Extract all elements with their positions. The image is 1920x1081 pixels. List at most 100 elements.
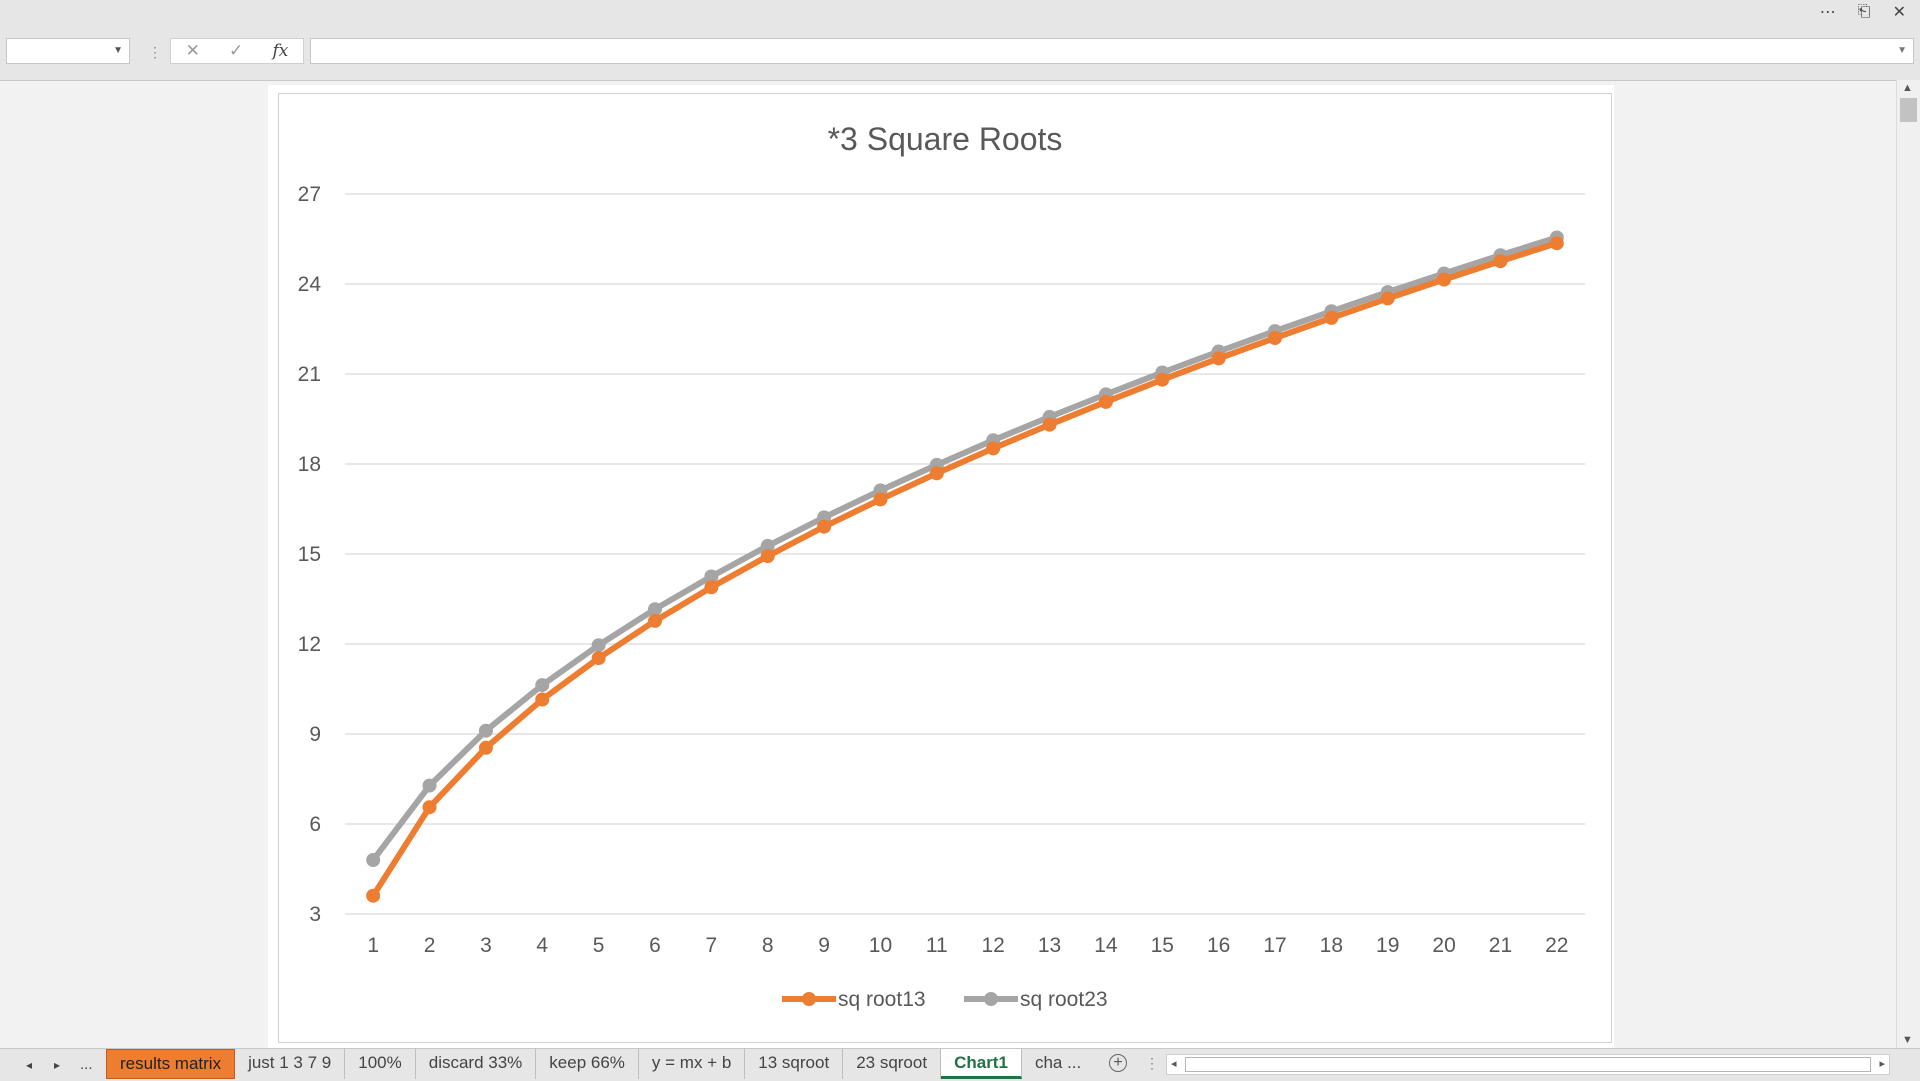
tab-just-1379[interactable]: just 1 3 7 9 <box>235 1049 346 1079</box>
x-tick-label: 5 <box>593 934 605 957</box>
data-point-sq-root13-19[interactable] <box>1380 291 1395 306</box>
data-point-sq-root13-6[interactable] <box>648 613 662 628</box>
x-tick-label: 4 <box>536 934 548 957</box>
tab-13-sqroot[interactable]: 13 sqroot <box>745 1049 844 1079</box>
data-point-sq-root13-11[interactable] <box>929 466 944 481</box>
y-tick-label: 27 <box>298 183 321 206</box>
x-tick-label: 12 <box>982 934 1005 957</box>
data-point-sq-root13-14[interactable] <box>1098 394 1113 409</box>
data-point-sq-root23-6[interactable] <box>648 602 662 617</box>
legend-marker-icon <box>802 992 816 1006</box>
data-point-sq-root13-21[interactable] <box>1493 254 1508 269</box>
sheet-tab-bar: ◂ ▸ ... results matrix just 1 3 7 9 100%… <box>0 1048 1920 1081</box>
insert-function-icon[interactable]: fx <box>272 41 289 61</box>
x-tick-label: 2 <box>424 934 436 957</box>
data-point-sq-root23-8[interactable] <box>760 538 775 553</box>
horizontal-scrollbar[interactable]: ◂ ▸ <box>1166 1054 1890 1075</box>
enter-icon[interactable]: ✓ <box>229 41 244 60</box>
formula-bar: ▼ ⋮ ✕ ✓ fx ▼ <box>0 34 1920 68</box>
data-point-sq-root13-12[interactable] <box>986 441 1001 456</box>
ribbon-display-icon[interactable]: ⎗ <box>1857 3 1871 20</box>
data-point-sq-root23-3[interactable] <box>478 723 493 738</box>
data-point-sq-root13-9[interactable] <box>817 519 832 534</box>
legend-marker-icon <box>984 992 998 1006</box>
data-point-sq-root13-18[interactable] <box>1324 310 1339 325</box>
add-sheet-icon[interactable]: + <box>1109 1054 1127 1072</box>
data-point-sq-root13-17[interactable] <box>1268 331 1282 345</box>
name-box[interactable]: ▼ <box>6 38 130 64</box>
more-options-icon[interactable]: ⋯ <box>1819 4 1836 21</box>
data-point-sq-root13-22[interactable] <box>1549 236 1564 251</box>
x-tick-label: 20 <box>1432 934 1455 957</box>
series-line-sq-root13[interactable] <box>370 240 1558 898</box>
data-point-sq-root13-5[interactable] <box>591 651 606 666</box>
data-point-sq-root13-16[interactable] <box>1211 351 1226 366</box>
x-tick-label: 9 <box>818 934 830 957</box>
chart-title[interactable]: *3 Square Roots <box>828 121 1063 157</box>
data-point-sq-root13-13[interactable] <box>1042 417 1057 432</box>
data-point-sq-root13-20[interactable] <box>1437 272 1452 287</box>
scroll-tabs-right-icon[interactable]: ▸ <box>54 1058 61 1072</box>
vertical-scroll-thumb[interactable] <box>1900 98 1917 122</box>
window-controls: ⋯ ⎗ ✕ <box>1820 0 1920 24</box>
tab-y-mx-b[interactable]: y = mx + b <box>639 1049 746 1079</box>
tab-chart1[interactable]: Chart1 <box>941 1049 1022 1079</box>
x-tick-label: 8 <box>762 934 774 957</box>
tab-cha-truncated[interactable]: cha ... <box>1034 1053 1082 1072</box>
tab-results-matrix[interactable]: results matrix <box>106 1049 236 1079</box>
formula-bar-grip-icon[interactable]: ⋮ <box>148 44 162 60</box>
data-point-sq-root13-2[interactable] <box>422 800 437 815</box>
data-point-sq-root13-8[interactable] <box>760 549 775 564</box>
data-point-sq-root13-4[interactable] <box>535 692 550 707</box>
data-point-sq-root13-3[interactable] <box>478 740 493 755</box>
x-tick-label: 10 <box>869 934 892 957</box>
data-point-sq-root23-1[interactable] <box>366 853 381 867</box>
scroll-tabs-left-icon[interactable]: ◂ <box>26 1058 33 1072</box>
x-tick-label: 1 <box>367 934 379 957</box>
tab-discard-33[interactable]: discard 33% <box>416 1049 537 1079</box>
data-point-sq-root13-10[interactable] <box>873 492 888 507</box>
chevron-down-icon[interactable]: ▼ <box>113 45 123 56</box>
x-tick-label: 21 <box>1489 934 1512 957</box>
formula-buttons: ✕ ✓ fx <box>170 38 304 64</box>
data-point-sq-root23-2[interactable] <box>422 778 437 793</box>
horizontal-scroll-thumb[interactable] <box>1185 1057 1871 1072</box>
more-tabs-button[interactable]: ... <box>80 1056 93 1073</box>
tab-23-sqroot[interactable]: 23 sqroot <box>843 1049 942 1079</box>
expand-formula-icon[interactable]: ▼ <box>1897 45 1907 56</box>
x-tick-label: 6 <box>649 934 661 957</box>
tab-100-percent[interactable]: 100% <box>345 1049 416 1079</box>
scroll-left-icon[interactable]: ◂ <box>1171 1058 1177 1070</box>
formula-input[interactable]: ▼ <box>310 38 1914 64</box>
y-tick-label: 18 <box>298 453 321 476</box>
legend-label: sq root23 <box>1020 988 1108 1011</box>
data-point-sq-root13-15[interactable] <box>1155 372 1170 387</box>
vertical-scrollbar[interactable]: ▲ ▼ <box>1896 80 1920 1048</box>
x-tick-label: 22 <box>1545 934 1568 957</box>
x-tick-label: 16 <box>1207 934 1230 957</box>
close-icon[interactable]: ✕ <box>1892 4 1906 21</box>
cancel-icon[interactable]: ✕ <box>185 41 200 60</box>
x-tick-label: 15 <box>1151 934 1174 957</box>
x-tick-label: 18 <box>1320 934 1343 957</box>
data-point-sq-root13-1[interactable] <box>366 888 381 903</box>
scroll-up-icon[interactable]: ▲ <box>1902 82 1913 94</box>
legend-item[interactable]: sq root13 <box>782 988 926 1011</box>
y-tick-label: 9 <box>309 723 321 746</box>
y-tick-label: 12 <box>298 633 321 656</box>
scroll-down-icon[interactable]: ▼ <box>1902 1034 1913 1046</box>
scroll-right-icon[interactable]: ▸ <box>1879 1058 1885 1070</box>
x-tick-label: 7 <box>706 934 718 957</box>
y-tick-label: 6 <box>309 813 321 836</box>
series-line-sq-root23[interactable] <box>370 234 1558 862</box>
tab-keep-66[interactable]: keep 66% <box>536 1049 639 1079</box>
data-point-sq-root23-5[interactable] <box>591 638 606 653</box>
legend-item[interactable]: sq root23 <box>964 988 1108 1011</box>
tab-splitter-icon[interactable]: ⋮ <box>1145 1055 1159 1071</box>
data-point-sq-root13-7[interactable] <box>704 580 719 595</box>
data-point-sq-root23-7[interactable] <box>704 569 719 584</box>
data-point-sq-root23-4[interactable] <box>535 678 550 693</box>
